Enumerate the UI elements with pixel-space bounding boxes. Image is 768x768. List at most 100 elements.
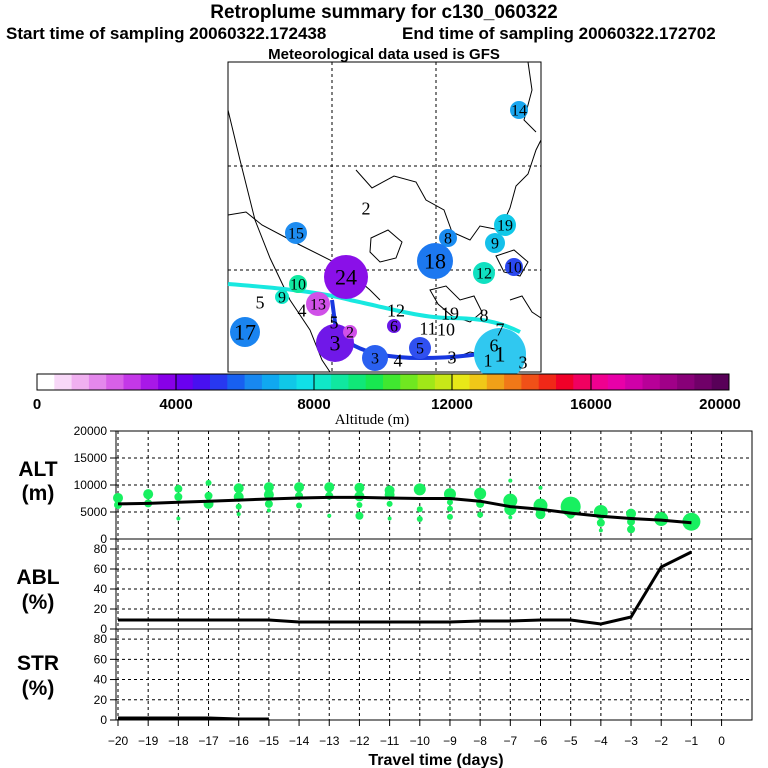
alt-scatter-point — [416, 516, 423, 523]
map-marker-5: 5 — [409, 337, 431, 359]
x-tick-label: −10 — [410, 734, 431, 748]
colorbar-cell-4 — [106, 374, 124, 390]
map-marker-2: 2 — [343, 325, 357, 342]
x-tick-label: −20 — [108, 734, 129, 748]
map-marker-dot — [473, 262, 495, 284]
map-marker-12: 12 — [387, 300, 405, 320]
colorbar-cell-28 — [521, 374, 540, 390]
str-frame — [115, 628, 753, 721]
alt-ylabel-unit: (m) — [22, 482, 55, 505]
map-marker-4: 4 — [298, 300, 307, 320]
colorbar-cell-34 — [625, 374, 643, 390]
alt-scatter-point — [387, 516, 392, 521]
alt-scatter-point — [626, 508, 637, 519]
colorbar-cell-18 — [348, 374, 367, 390]
colorbar-cell-25 — [469, 374, 488, 390]
map-marker-dot — [409, 337, 431, 359]
map-marker-8: 8 — [439, 229, 457, 248]
colorbar-cell-39 — [711, 374, 730, 390]
alt-scatter-point — [263, 489, 274, 500]
x-tick-label: −6 — [534, 734, 548, 748]
alt-scatter-point — [354, 482, 365, 493]
map-marker-5: 5 — [330, 312, 339, 332]
alt-scatter-point — [233, 483, 244, 494]
colorbar-cell-12 — [244, 374, 263, 390]
map-marker-3: 3 — [362, 345, 388, 371]
colorbar-tick-0: 0 — [33, 396, 41, 413]
map-marker-5: 5 — [256, 292, 265, 312]
str-y-ticks: 0 20 40 60 80 — [94, 632, 116, 727]
map-marker-13: 13 — [306, 292, 330, 316]
map-marker-dot — [230, 317, 260, 347]
alt-scatter-point — [416, 506, 423, 513]
str-gridlines — [116, 629, 752, 721]
map-marker-3: 3 — [448, 347, 457, 367]
colorbar-cell-8 — [175, 374, 194, 390]
map-marker-6: 6 — [490, 335, 499, 355]
map-marker-6: 6 — [387, 319, 401, 336]
alt-scatter-point — [174, 492, 183, 501]
y-tick-label: 10000 — [74, 478, 108, 492]
colorbar-tick-4000: 4000 — [159, 396, 192, 413]
x-tick-label: −12 — [349, 734, 370, 748]
x-tick-label: 0 — [718, 734, 725, 748]
map-marker-3: 3 — [519, 352, 528, 372]
map-marker-label: 18 — [424, 249, 446, 274]
alt-scatter-point — [176, 516, 181, 521]
alt-scatter-point — [598, 528, 603, 533]
y-tick-label: 15000 — [74, 451, 108, 465]
colorbar-cell-16 — [313, 374, 332, 390]
map-marker-label: 5 — [416, 341, 424, 358]
alt-scatter-point — [113, 492, 123, 503]
alt-panel: 0 5000 10000 15000 20000 ALT (m) — [18, 424, 753, 546]
colorbar-cell-14 — [279, 374, 297, 390]
sampling-end-label: End time of sampling 20060322.172702 — [402, 24, 716, 43]
colorbar-cell-19 — [365, 374, 384, 390]
map-marker-dot — [289, 275, 307, 293]
map-marker-label: 7 — [496, 319, 505, 339]
colorbar-cell-26 — [486, 374, 505, 390]
map-marker-label: 19 — [497, 218, 513, 235]
abl-ylabel-unit: (%) — [22, 591, 55, 614]
y-tick-label: 80 — [94, 542, 108, 556]
map-marker-label: 3 — [519, 352, 528, 372]
colorbar-cell-7 — [158, 374, 176, 390]
x-tick-label: −4 — [594, 734, 608, 748]
colorbar-cell-9 — [192, 374, 211, 390]
map-marker-label: 3 — [448, 347, 457, 367]
map-marker-4: 4 — [394, 350, 403, 370]
map-marker-dot — [439, 229, 457, 247]
y-tick-label: 0 — [100, 622, 107, 636]
colorbar-cell-23 — [434, 374, 453, 390]
map-marker-label: 13 — [310, 297, 326, 314]
y-tick-label: 60 — [94, 652, 108, 666]
map-marker-dot — [387, 319, 401, 333]
x-tick-label: −8 — [473, 734, 487, 748]
alt-y-ticks: 0 5000 10000 15000 20000 — [74, 424, 116, 546]
alt-scatter-point — [508, 515, 513, 520]
colorbar-cell-38 — [694, 374, 713, 390]
map-marker-label: 6 — [390, 319, 398, 336]
map-marker-19: 19 — [441, 303, 459, 323]
x-tick-label: −7 — [503, 734, 517, 748]
alt-scatter-point — [236, 512, 241, 517]
alt-scatter-point — [538, 485, 543, 490]
map-marker-label: 6 — [490, 335, 499, 355]
alt-scatter-point — [477, 511, 484, 518]
alt-mean-line — [117, 495, 692, 525]
x-tick-label: −1 — [685, 734, 699, 748]
x-tick-label: −17 — [198, 734, 219, 748]
map-marker-dot — [510, 101, 528, 119]
map-marker-label: 15 — [288, 226, 304, 243]
alt-scatter-point — [474, 487, 487, 500]
map-track-cyan — [227, 282, 521, 334]
map-marker-label: 10 — [506, 260, 522, 277]
colorbar-cell-35 — [642, 374, 661, 390]
colorbar-cell-6 — [140, 374, 159, 390]
map-marker-label: 9 — [491, 236, 499, 253]
alt-scatter-point — [627, 525, 636, 534]
map-marker-11: 11 — [419, 318, 436, 338]
alt-scatter-point — [263, 482, 274, 493]
